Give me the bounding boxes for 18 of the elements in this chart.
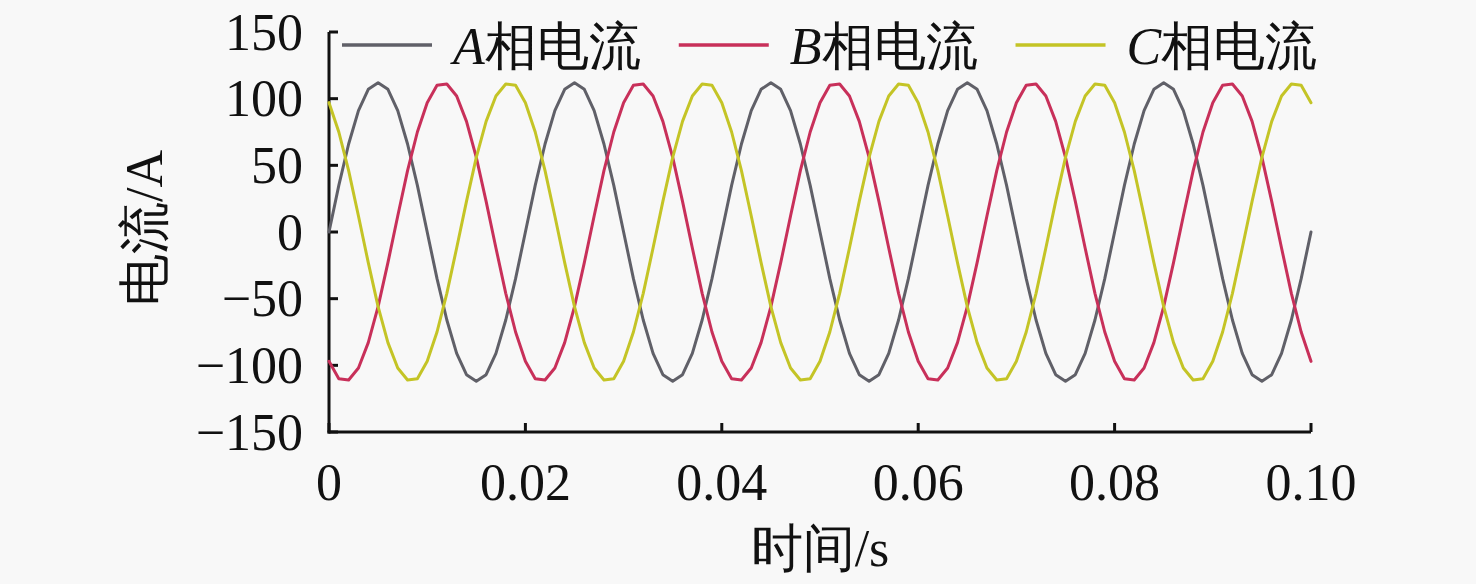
y-tick-label: −100 [195, 337, 303, 395]
y-tick-label: 100 [225, 70, 303, 128]
legend-label: A相电流 [450, 17, 641, 75]
x-tick-label: 0.10 [1265, 454, 1357, 511]
x-tick-label: 0.04 [676, 454, 768, 511]
x-tick-label: 0 [316, 454, 342, 511]
legend-label: C相电流 [1126, 17, 1318, 75]
y-tick-label: 50 [251, 137, 303, 195]
y-tick-label: 0 [277, 203, 303, 261]
y-tick-label: −150 [195, 403, 303, 461]
x-tick-label: 0.02 [479, 454, 571, 511]
y-tick-label: −50 [221, 270, 303, 328]
y-tick-label: 150 [225, 3, 303, 61]
x-tick-label: 0.06 [872, 454, 964, 511]
y-axis-title: 电流/A [116, 149, 173, 306]
legend-label: B相电流 [789, 17, 978, 75]
x-tick-label: 0.08 [1069, 454, 1161, 511]
x-axis-title: 时间/s [750, 520, 890, 577]
